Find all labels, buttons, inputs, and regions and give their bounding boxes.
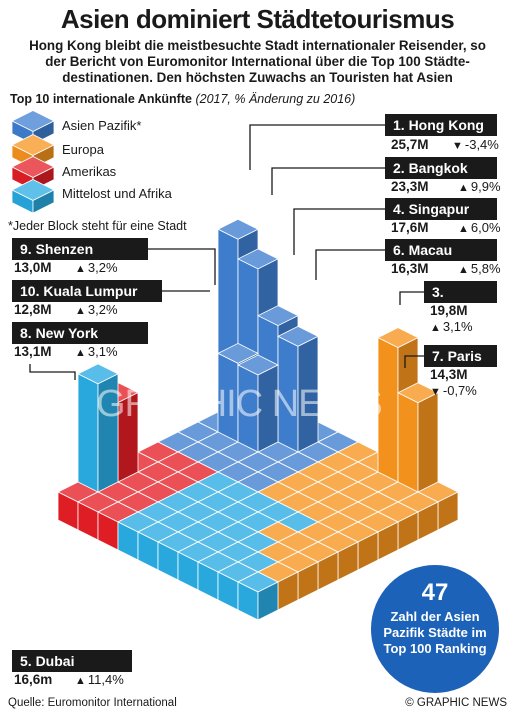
leader-paris: [404, 355, 424, 368]
callout-change-singapur: ▲ 6,0%: [458, 220, 501, 235]
callout-change-bangkok: ▲ 9,9%: [458, 179, 501, 194]
section-title-text: Top 10 internationale Ankünfte: [10, 92, 192, 106]
callout-value-london: 19,8M: [430, 303, 468, 318]
block-right: [257, 581, 279, 621]
callout-name-newyork: 8. New York: [12, 322, 148, 344]
up-triangle-icon: ▲: [458, 223, 469, 235]
up-triangle-icon: ▲: [75, 263, 86, 275]
credit: © GRAPHIC NEWS: [405, 697, 507, 709]
callout-change-kualalumpur: ▲ 3,2%: [75, 302, 118, 317]
asia-count-text: Zahl der Asien Pazifik Städte im Top 100…: [383, 609, 487, 656]
up-triangle-icon: ▲: [430, 322, 441, 334]
legend-label-asia: Asien Pazifik*: [62, 118, 142, 133]
callout-name-london: 3. London: [424, 281, 497, 322]
legend-label-europe: Europa: [62, 142, 104, 157]
callout-value-kualalumpur: 12,8M: [14, 302, 52, 317]
callout-value-singapur: 17,6M: [391, 220, 429, 235]
leader-shenzen: [148, 248, 216, 285]
callout-value-newyork: 13,1M: [14, 344, 52, 359]
leader-london: [399, 291, 424, 305]
up-triangle-icon: ▲: [75, 305, 86, 317]
callout-value-bangkok: 23,3M: [391, 179, 429, 194]
footnote: *Jeder Block steht für eine Stadt: [8, 219, 187, 233]
callout-name-paris: 7. Paris: [424, 345, 497, 367]
callout-value-macau: 16,3M: [391, 261, 429, 276]
up-triangle-icon: ▲: [75, 347, 86, 359]
asia-count-badge: 47 Zahl der Asien Pazifik Städte im Top …: [371, 565, 499, 693]
section-note: (2017, % Änderung zu 2016): [195, 92, 356, 106]
callout-name-kualalumpur: 10. Kuala Lumpur: [12, 280, 162, 302]
callout-name-macau: 6. Macau: [385, 239, 497, 261]
callout-name-bangkok: 2. Bangkok: [385, 157, 497, 179]
callout-change-hongkong: ▼ -3,4%: [452, 137, 499, 152]
callout-change-dubai: ▲ 11,4%: [75, 672, 124, 687]
callout-change-london: ▲ 3,1%: [430, 319, 473, 334]
callout-change-paris: ▼ -0,7%: [430, 383, 477, 398]
callout-value-paris: 14,3M: [430, 367, 468, 382]
callout-name-hongkong: 1. Hong Kong: [385, 114, 497, 136]
leader-hongkong: [249, 124, 385, 170]
callout-change-macau: ▲ 5,8%: [458, 261, 501, 276]
up-triangle-icon: ▲: [458, 182, 469, 194]
leader-macau: [315, 249, 385, 280]
callout-name-shenzen: 9. Shenzen: [12, 238, 148, 260]
callout-name-singapur: 4. Singapur: [385, 198, 497, 220]
callout-value-hongkong: 25,7M: [391, 137, 429, 152]
section-title: Top 10 internationale Ankünfte (2017, % …: [10, 92, 355, 106]
down-triangle-icon: ▼: [430, 386, 441, 398]
up-triangle-icon: ▲: [458, 264, 469, 276]
callout-change-newyork: ▲ 3,1%: [75, 344, 118, 359]
callout-change-shenzen: ▲ 3,2%: [75, 260, 118, 275]
legend-swatch-mideast-right: [32, 189, 55, 214]
callout-value-dubai: 16,6m: [14, 672, 53, 687]
callout-name-dubai: 5. Dubai: [12, 650, 132, 672]
legend-label-americas: Amerikas: [62, 164, 117, 179]
source-note: Quelle: Euromonitor International: [8, 697, 177, 709]
subtitle: Hong Kong bleibt die meistbesuchte Stadt…: [29, 38, 486, 85]
down-triangle-icon: ▼: [452, 140, 463, 152]
asia-count-number: 47: [421, 579, 449, 606]
watermark: GRAPHIC NEWS: [96, 383, 383, 425]
page-title: Asien dominiert Städtetourismus: [60, 4, 455, 34]
leader-singapur: [293, 208, 385, 255]
leader-bangkok: [271, 167, 385, 195]
up-triangle-icon: ▲: [75, 675, 86, 687]
legend-label-mideast: Mittelost und Afrika: [62, 186, 172, 201]
leader-newyork: [29, 364, 76, 380]
callout-value-shenzen: 13,0M: [14, 260, 52, 275]
